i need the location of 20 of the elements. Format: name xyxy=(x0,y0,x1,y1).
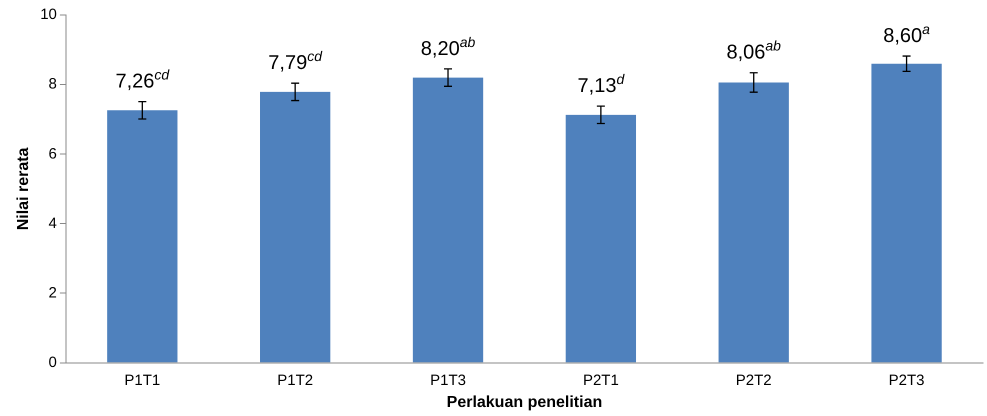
y-tick-label: 0 xyxy=(48,354,57,371)
x-tick-label: P2T2 xyxy=(736,372,772,389)
x-tick-label: P2T1 xyxy=(582,372,619,389)
y-tick-label: 10 xyxy=(40,6,57,24)
y-tick-label: 2 xyxy=(48,284,57,302)
y-tick-label: 8 xyxy=(48,76,57,93)
x-tick-label: P1T3 xyxy=(430,372,466,389)
bar xyxy=(718,82,789,362)
y-tick-label: 4 xyxy=(48,214,57,232)
bar xyxy=(566,114,636,362)
y-axis-title: Nilai rerata xyxy=(15,147,32,230)
x-tick-label: P2T3 xyxy=(888,372,925,389)
bar xyxy=(260,92,330,362)
x-tick-label: P1T1 xyxy=(124,372,160,389)
bar xyxy=(871,64,942,362)
x-axis-title: Perlakuan penelitian xyxy=(446,394,602,411)
y-tick-label: 6 xyxy=(48,145,57,162)
bar xyxy=(412,78,484,362)
x-tick-label: P1T2 xyxy=(277,372,314,389)
bar xyxy=(107,110,178,362)
